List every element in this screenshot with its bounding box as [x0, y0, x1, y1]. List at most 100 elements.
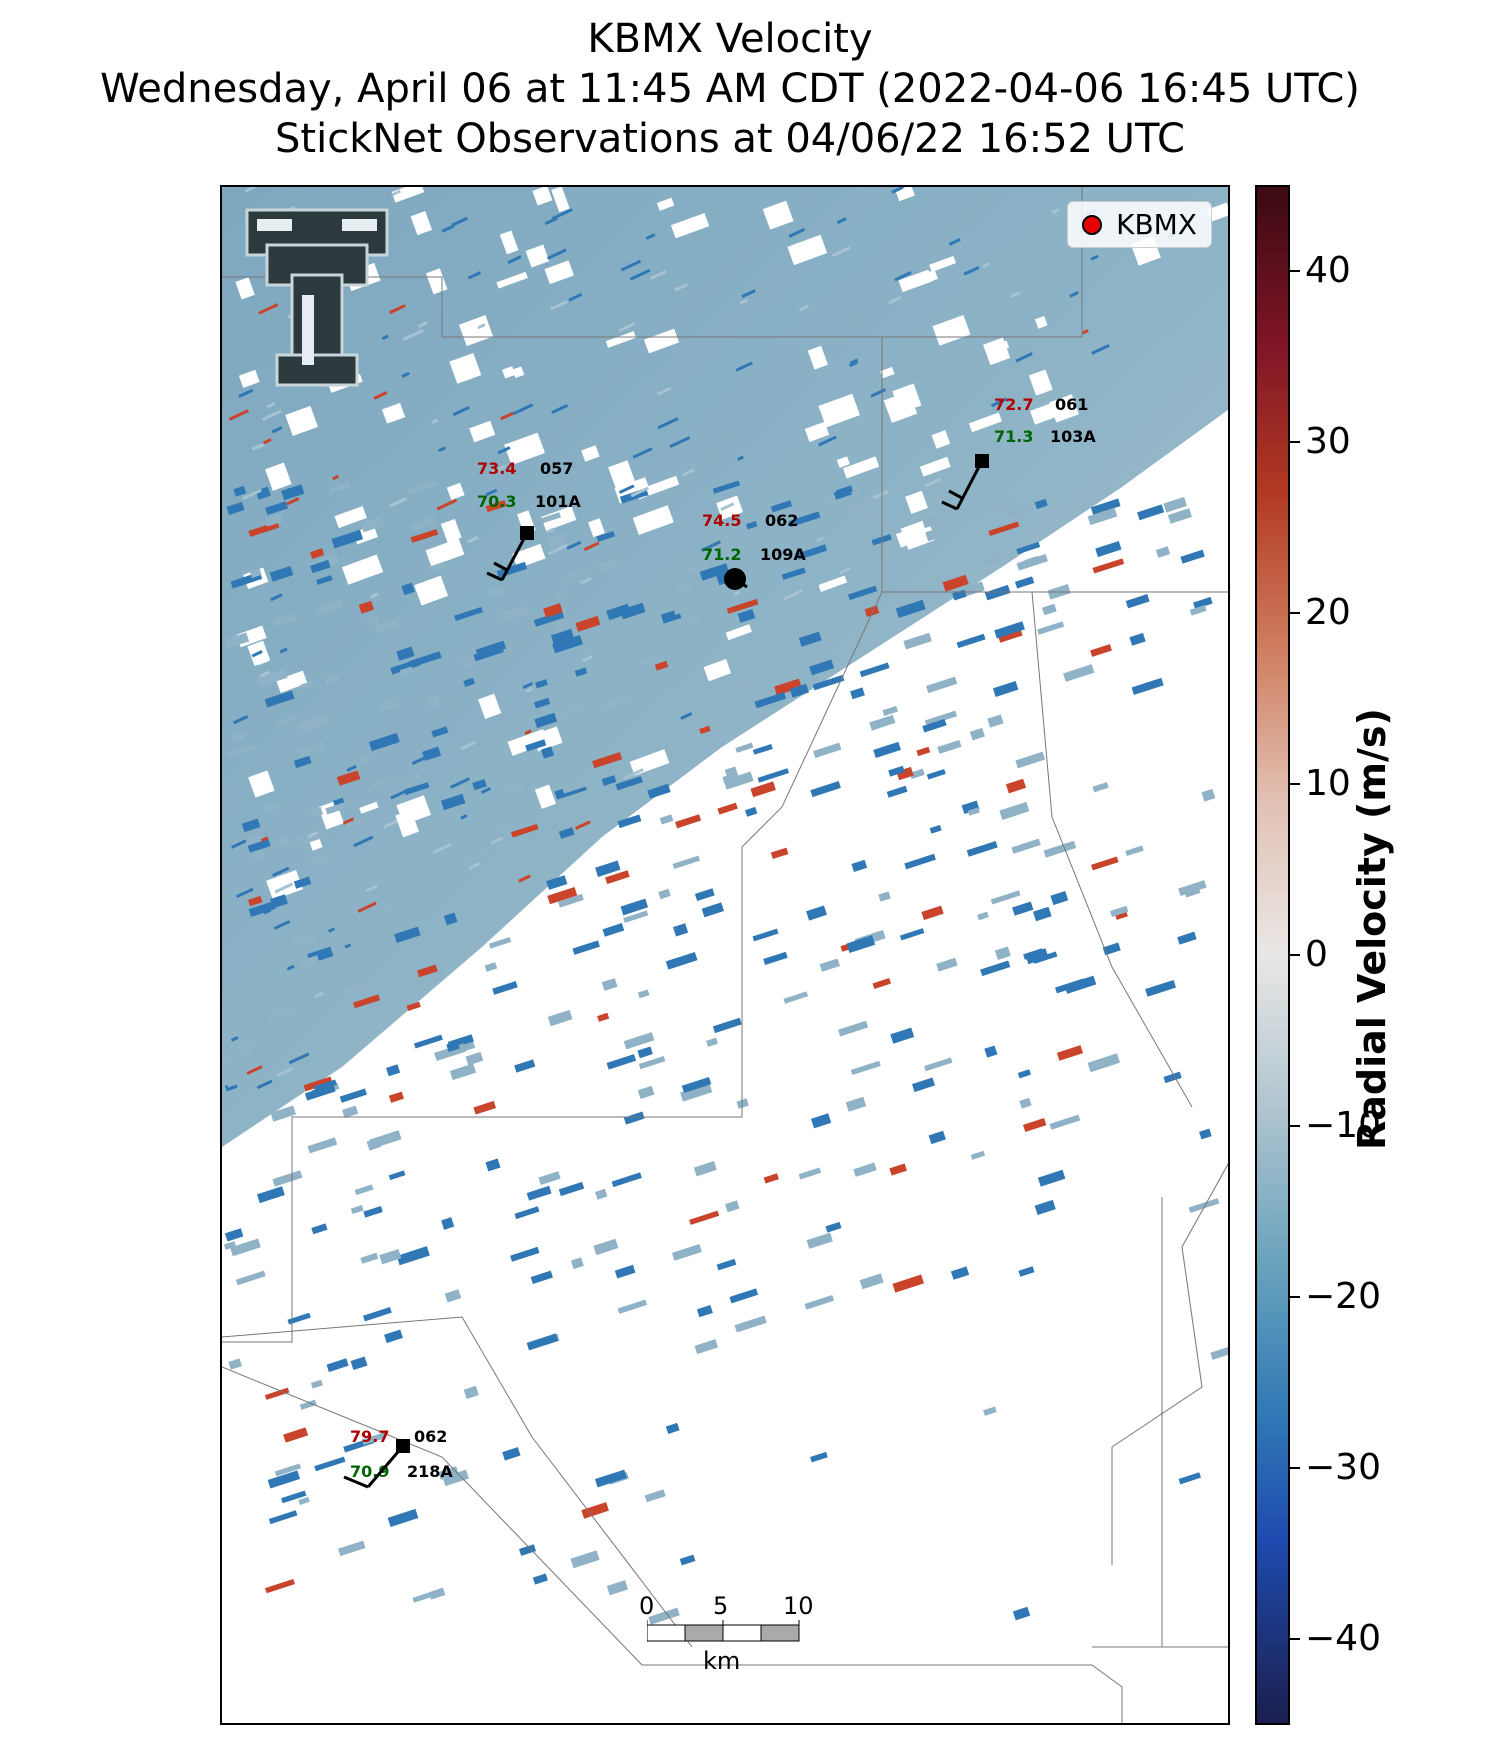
velocity-gate [525, 739, 547, 752]
velocity-gate [921, 511, 947, 529]
echo-gap [931, 430, 951, 449]
velocity-streak [546, 248, 567, 260]
echo-gap [414, 575, 449, 606]
velocity-gate [763, 1173, 779, 1184]
velocity-streak [990, 397, 1008, 408]
velocity-gate [1017, 1069, 1031, 1079]
velocity-gate [865, 498, 882, 510]
velocity-gate [249, 567, 262, 579]
velocity-gate [396, 646, 415, 661]
velocity-gate [269, 894, 288, 909]
velocity-gate [546, 875, 568, 890]
velocity-gate [694, 888, 715, 902]
velocity-gate [924, 1057, 953, 1072]
velocity-gate [539, 512, 561, 524]
radar-velocity-field [222, 187, 1228, 1723]
echo-gap [804, 421, 830, 442]
velocity-streak [353, 835, 374, 848]
velocity-gate [425, 694, 441, 708]
velocity-gate [614, 1264, 636, 1279]
velocity-gate [497, 822, 514, 835]
velocity-gate [992, 681, 1019, 697]
velocity-gate [659, 814, 674, 825]
velocity-streak [548, 543, 569, 556]
velocity-gate [763, 951, 788, 966]
velocity-gate [672, 855, 700, 870]
echo-gap [898, 269, 933, 293]
velocity-gate [350, 1205, 364, 1214]
velocity-gate [226, 743, 256, 758]
echo-gap [703, 659, 732, 682]
velocity-gate [617, 814, 642, 829]
velocity-gate [558, 1181, 585, 1197]
velocity-streak [1069, 291, 1080, 298]
velocity-streak [581, 655, 593, 663]
station-101A-temp: 73.4 [477, 459, 517, 478]
velocity-gate [606, 1580, 629, 1596]
velocity-streak [518, 874, 531, 883]
velocity-gate [1110, 905, 1129, 917]
echo-gap [512, 366, 525, 379]
echo-gap [410, 211, 433, 236]
velocity-gate [912, 1077, 936, 1093]
velocity-gate [329, 1013, 352, 1028]
velocity-streak [373, 391, 388, 400]
velocity-streak [314, 991, 324, 999]
velocity-gate [1041, 603, 1057, 616]
echo-gap [836, 456, 850, 468]
echo-gap [588, 518, 605, 538]
velocity-gate [1025, 948, 1049, 965]
velocity-streak [623, 768, 644, 780]
velocity-gate [307, 1137, 338, 1154]
velocity-streak [271, 866, 290, 877]
velocity-gate [417, 964, 438, 978]
velocity-gate [994, 946, 1011, 960]
velocity-gate [410, 516, 437, 532]
velocity-gate [994, 621, 1025, 639]
velocity-streak [551, 403, 569, 414]
velocity-gate [472, 779, 487, 791]
velocity-gate [1090, 644, 1112, 657]
echo-gap [968, 412, 1002, 433]
velocity-gate [895, 599, 926, 618]
velocity-gate [605, 870, 630, 885]
velocity-streak [737, 455, 744, 461]
velocity-gate [401, 582, 415, 596]
velocity-streak [273, 920, 291, 930]
velocity-gate [518, 1544, 537, 1556]
echo-gap [391, 187, 425, 203]
velocity-streak [441, 224, 455, 233]
velocity-streak [228, 409, 250, 421]
velocity-gate [825, 1221, 842, 1233]
velocity-gate [1037, 1169, 1066, 1187]
velocity-gate [410, 529, 439, 543]
velocity-gate [473, 1100, 497, 1115]
velocity-gate [465, 1051, 484, 1066]
velocity-gate [757, 768, 789, 783]
velocity-gate [886, 785, 908, 798]
velocity-gate [699, 725, 711, 735]
velocity-gate [774, 678, 802, 696]
radar-map[interactable]: KBMX 73.4 057 70.3 101A 74.5 062 71.2 10… [220, 185, 1230, 1725]
velocity-gate [277, 837, 291, 849]
velocity-gate [555, 588, 569, 601]
velocity-gate [606, 1054, 637, 1070]
velocity-streak [256, 1079, 273, 1090]
echo-gap [605, 331, 637, 348]
velocity-gate [366, 1137, 381, 1151]
velocity-gate [440, 793, 466, 811]
echo-gap [525, 244, 550, 268]
echo-gap [381, 402, 406, 424]
scale-bar-graphic [647, 1620, 800, 1642]
velocity-gate [463, 1385, 479, 1399]
velocity-gate [1178, 1472, 1202, 1485]
velocity-streak [630, 486, 649, 498]
colorbar-tick-label: 30 [1305, 420, 1351, 462]
velocity-gate [1087, 507, 1118, 526]
velocity-gate [593, 1238, 619, 1256]
velocity-gate [298, 1496, 310, 1506]
velocity-gate [770, 500, 793, 513]
velocity-streak [891, 187, 904, 194]
echo-gap [478, 693, 502, 719]
velocity-gate [916, 746, 931, 757]
